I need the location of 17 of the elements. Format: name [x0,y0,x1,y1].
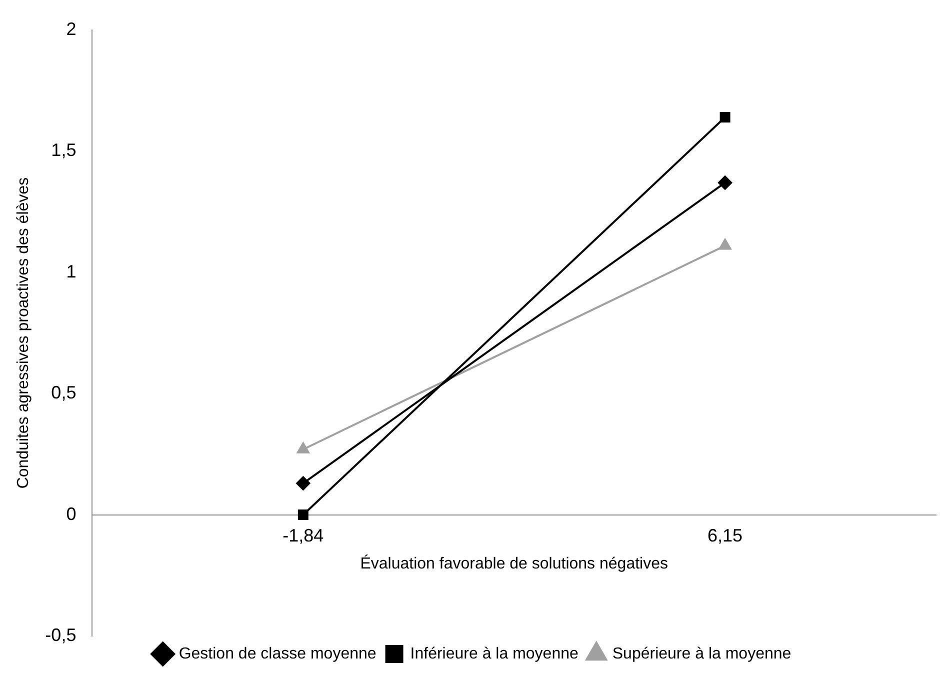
legend-label: Inférieure à la moyenne [410,645,578,662]
legend-label: Supérieure à la moyenne [612,645,792,662]
point [296,476,310,490]
y-tick-label: 1,5 [51,140,76,160]
y-axis-title: Conduites agressives proactives des élèves [15,177,32,489]
x-tick-label: 6,15 [708,526,743,546]
y-tick-label: 2 [66,18,76,39]
y-tick-label: 1 [66,261,76,282]
y-tick-label: 0,5 [51,382,76,403]
x-axis-title: Évaluation favorable de solutions négatives [360,554,668,572]
legend-label: Gestion de classe moyenne [178,645,376,662]
point [298,510,308,520]
y-tick-label: -0,5 [45,624,76,645]
x-tick-label: -1,84 [282,526,324,546]
point [720,112,730,123]
point [718,176,732,190]
y-tick-label: 0 [66,504,76,524]
